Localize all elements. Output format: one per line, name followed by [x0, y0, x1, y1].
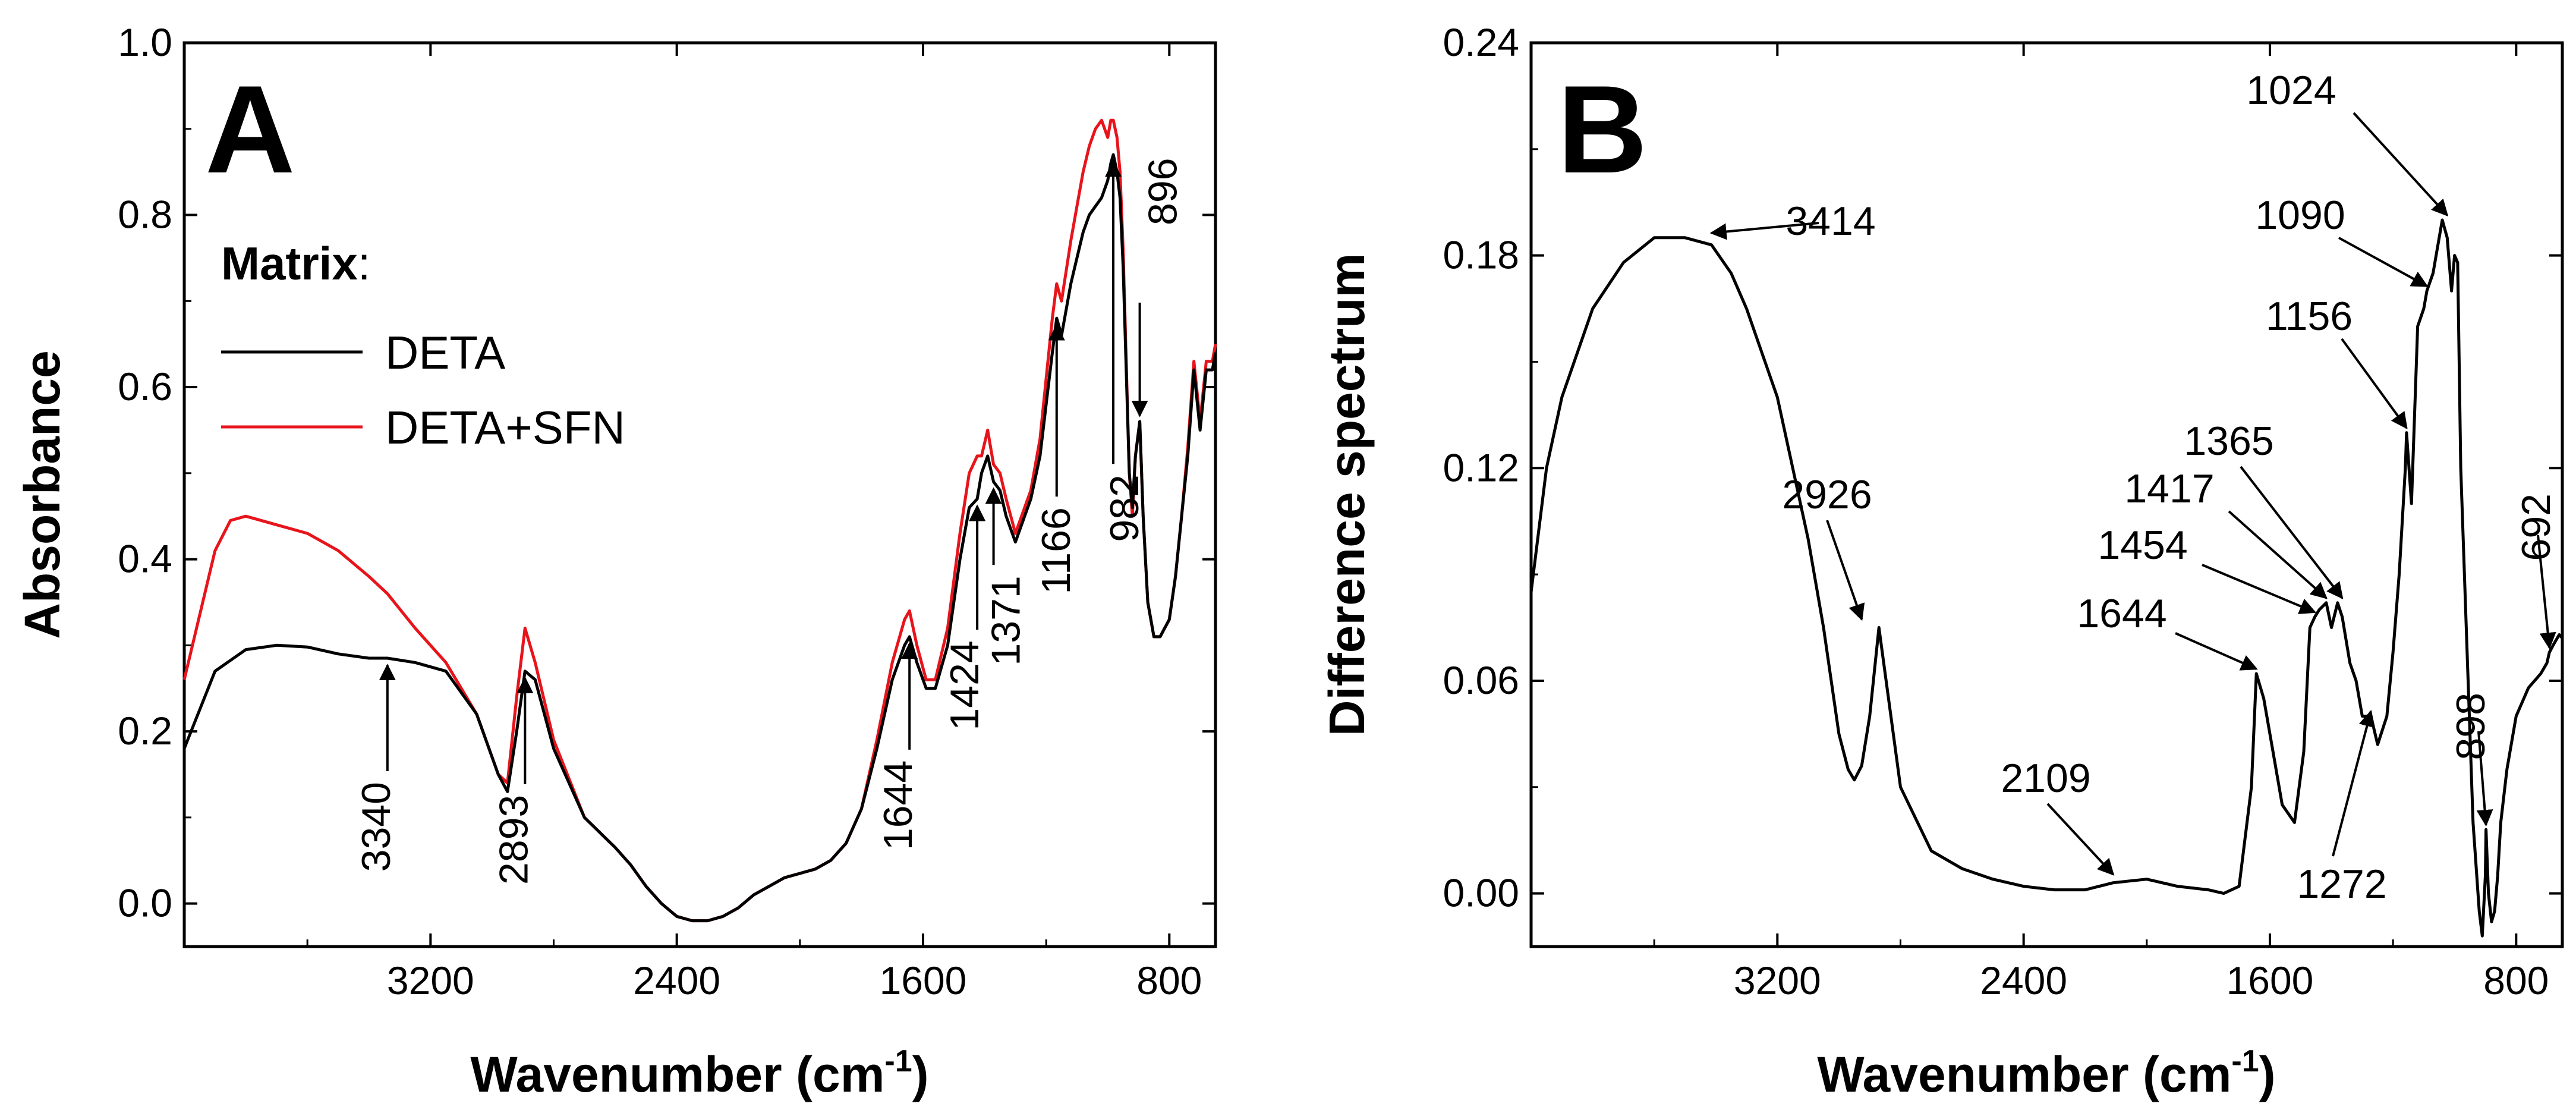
annotation-arrow: [2240, 466, 2344, 600]
panel-b-letter: B: [1557, 59, 1648, 199]
annotation-label: 3340: [354, 782, 399, 872]
panel-b-y-ticks: 0.00 0.06 0.12 0.18 0.24: [1443, 20, 2562, 915]
y-tick-label: 0.12: [1443, 445, 1519, 489]
legend-label-deta: DETA: [385, 326, 505, 379]
annotation-label: 1090: [2255, 193, 2345, 238]
annotation-label: 898: [2448, 693, 2493, 760]
annotation-label: 2893: [491, 795, 536, 885]
annotation-arrow: [2202, 564, 2317, 614]
x-tick-label: 3200: [1734, 958, 1821, 1002]
series-line-difference-spectrum: [1529, 218, 2564, 938]
annotation-label: 1424: [942, 640, 987, 730]
annotation-label: 3414: [1785, 199, 1875, 244]
annotation-label: 1272: [2297, 862, 2386, 907]
annotation-label: 1156: [2266, 294, 2353, 339]
annotation-label: 2926: [1782, 472, 1872, 517]
panel-a: 3200 2400 1600 800 0.0 0.2 0.4 0.6 0.8 1.0 3340 2…: [14, 20, 1217, 1102]
panel-b: 3200 2400 1600 800 0.00 0.06 0.12 0.18 0.24 341…: [1319, 20, 2564, 1102]
annotation-label: 692: [2514, 493, 2559, 561]
annotation-arrow: [1826, 520, 1865, 621]
panel-a-plot-frame: [182, 41, 1217, 948]
annotation-arrow: [2338, 237, 2429, 288]
panel-a-x-axis-title: Wavenumber (cm-1): [470, 1044, 928, 1102]
panel-b-x-axis-title: Wavenumber (cm-1): [1817, 1044, 2275, 1102]
annotation-arrow: [2353, 112, 2449, 217]
annotation-arrow: [2341, 338, 2408, 429]
x-tick-label: 1600: [880, 958, 967, 1002]
annotation-arrow: [2332, 709, 2376, 857]
x-tick-label: 2400: [633, 958, 720, 1002]
panel-a-x-ticks: 3200 2400 1600 800: [306, 43, 1202, 1002]
panel-a-legend: Matrix: DETA DETA+SFN: [221, 237, 625, 454]
panel-a-letter: A: [205, 59, 295, 199]
y-tick-label: 0.24: [1443, 20, 1519, 64]
annotation-label: 1024: [2246, 68, 2336, 113]
panel-b-x-ticks: 3200 2400 1600 800: [1653, 43, 2549, 1002]
y-tick-label: 0.0: [118, 881, 172, 925]
x-tick-label: 800: [2483, 958, 2549, 1002]
x-tick-label: 800: [1136, 958, 1202, 1002]
annotation-label: 1454: [2098, 523, 2187, 568]
annotation-arrow: [2046, 803, 2115, 876]
x-tick-label: 3200: [387, 958, 474, 1002]
annotation-label: 1365: [2184, 419, 2273, 464]
annotation-label: 1644: [2077, 591, 2166, 636]
annotation-label: 1371: [984, 576, 1029, 665]
annotation-label: 1166: [1034, 507, 1079, 594]
y-tick-label: 0.6: [118, 364, 172, 408]
panel-b-plot-frame: [1529, 41, 2564, 948]
panel-a-y-axis-title: Absorbance: [14, 350, 70, 639]
panel-b-y-axis-title: Difference spectrum: [1319, 253, 1375, 736]
annotation-label: 982: [1102, 474, 1147, 542]
legend-label-deta-sfn: DETA+SFN: [385, 401, 625, 454]
y-tick-label: 1.0: [118, 20, 172, 64]
annotation-label: 2109: [2001, 756, 2090, 801]
y-tick-label: 0.18: [1443, 233, 1519, 277]
annotation-arrow: [2228, 510, 2328, 599]
legend-title: Matrix:: [221, 237, 370, 290]
annotation-label: 1417: [2124, 466, 2214, 511]
annotation-arrow: [2537, 535, 2556, 650]
y-tick-label: 0.2: [118, 709, 172, 753]
panel-b-series: [1529, 218, 2564, 938]
annotation-arrow: [2175, 632, 2258, 671]
y-tick-label: 0.06: [1443, 658, 1519, 702]
y-tick-label: 0.4: [118, 537, 172, 581]
y-tick-label: 0.00: [1443, 871, 1519, 915]
annotation-arrow: [1709, 222, 1819, 240]
annotation-arrow: [2476, 731, 2493, 827]
x-tick-label: 1600: [2227, 958, 2314, 1002]
panel-a-y-ticks: 0.0 0.2 0.4 0.6 0.8 1.0: [118, 20, 1215, 925]
y-tick-label: 0.8: [118, 193, 172, 237]
annotation-label: 1644: [876, 760, 921, 850]
annotation-label: 896: [1141, 158, 1186, 225]
x-tick-label: 2400: [1980, 958, 2067, 1002]
